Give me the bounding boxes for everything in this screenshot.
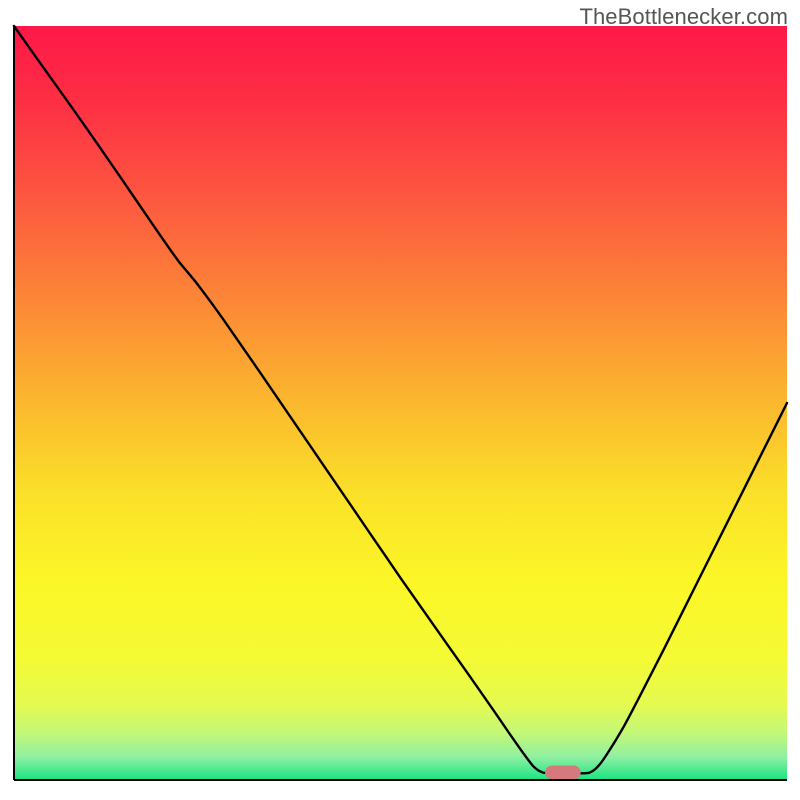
chart-svg [0, 0, 800, 800]
plot-background [14, 26, 787, 780]
bottleneck-curve-chart: TheBottlenecker.com [0, 0, 800, 800]
optimal-point-marker [545, 766, 581, 780]
watermark-text: TheBottlenecker.com [579, 4, 788, 30]
